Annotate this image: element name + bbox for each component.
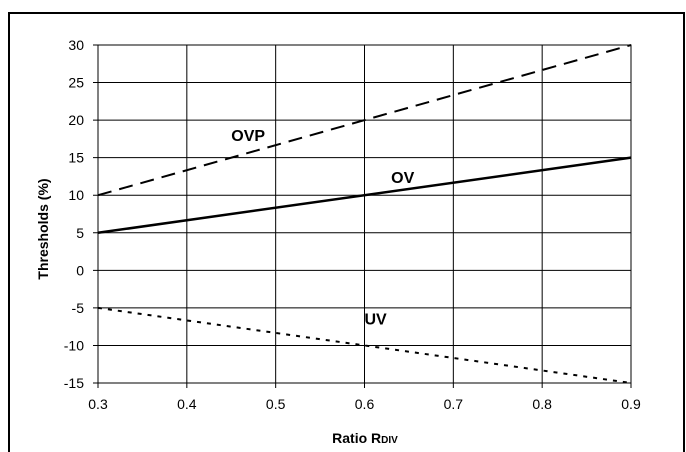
series-label-ovp: OVP bbox=[231, 128, 265, 145]
x-tick-label: 0.7 bbox=[444, 396, 464, 412]
x-tick-label: 0.6 bbox=[355, 396, 375, 412]
y-tick-label: 10 bbox=[68, 187, 84, 203]
series-line-ovp bbox=[97, 44, 632, 197]
series-lines bbox=[97, 44, 632, 384]
y-tick-label: 30 bbox=[68, 37, 84, 53]
y-tick-label: 0 bbox=[76, 262, 84, 278]
x-tick-label: 0.5 bbox=[266, 396, 286, 412]
x-axis-label-subscript: DIV bbox=[381, 435, 398, 446]
x-axis-label: Ratio RDIV bbox=[332, 430, 398, 446]
y-tick-label: -5 bbox=[72, 300, 85, 316]
y-tick-label: -10 bbox=[64, 337, 84, 353]
y-tick-label: 20 bbox=[68, 112, 84, 128]
y-axis-label: Thresholds (%) bbox=[35, 178, 51, 279]
series-labels: OVP OV UV bbox=[231, 128, 414, 328]
y-tick-label: 15 bbox=[68, 150, 84, 166]
x-axis-label-main: Ratio R bbox=[332, 430, 381, 446]
x-tick-label: 0.8 bbox=[532, 396, 552, 412]
grid bbox=[93, 44, 632, 388]
series-label-uv: UV bbox=[365, 311, 388, 328]
tick-labels: 0.3 0.4 0.5 0.6 0.7 0.8 0.9 -15 -10 -5 0 5 10 15 20 25 3… bbox=[64, 37, 641, 412]
x-tick-label: 0.9 bbox=[621, 396, 641, 412]
series-label-ov: OV bbox=[391, 170, 414, 187]
y-tick-label: 25 bbox=[68, 75, 84, 91]
y-tick-label: 5 bbox=[76, 225, 84, 241]
x-tick-label: 0.3 bbox=[88, 396, 108, 412]
figure-border bbox=[8, 12, 685, 452]
series-line-ov bbox=[97, 156, 632, 235]
y-tick-label: -15 bbox=[64, 375, 84, 391]
x-tick-label: 0.4 bbox=[177, 396, 197, 412]
